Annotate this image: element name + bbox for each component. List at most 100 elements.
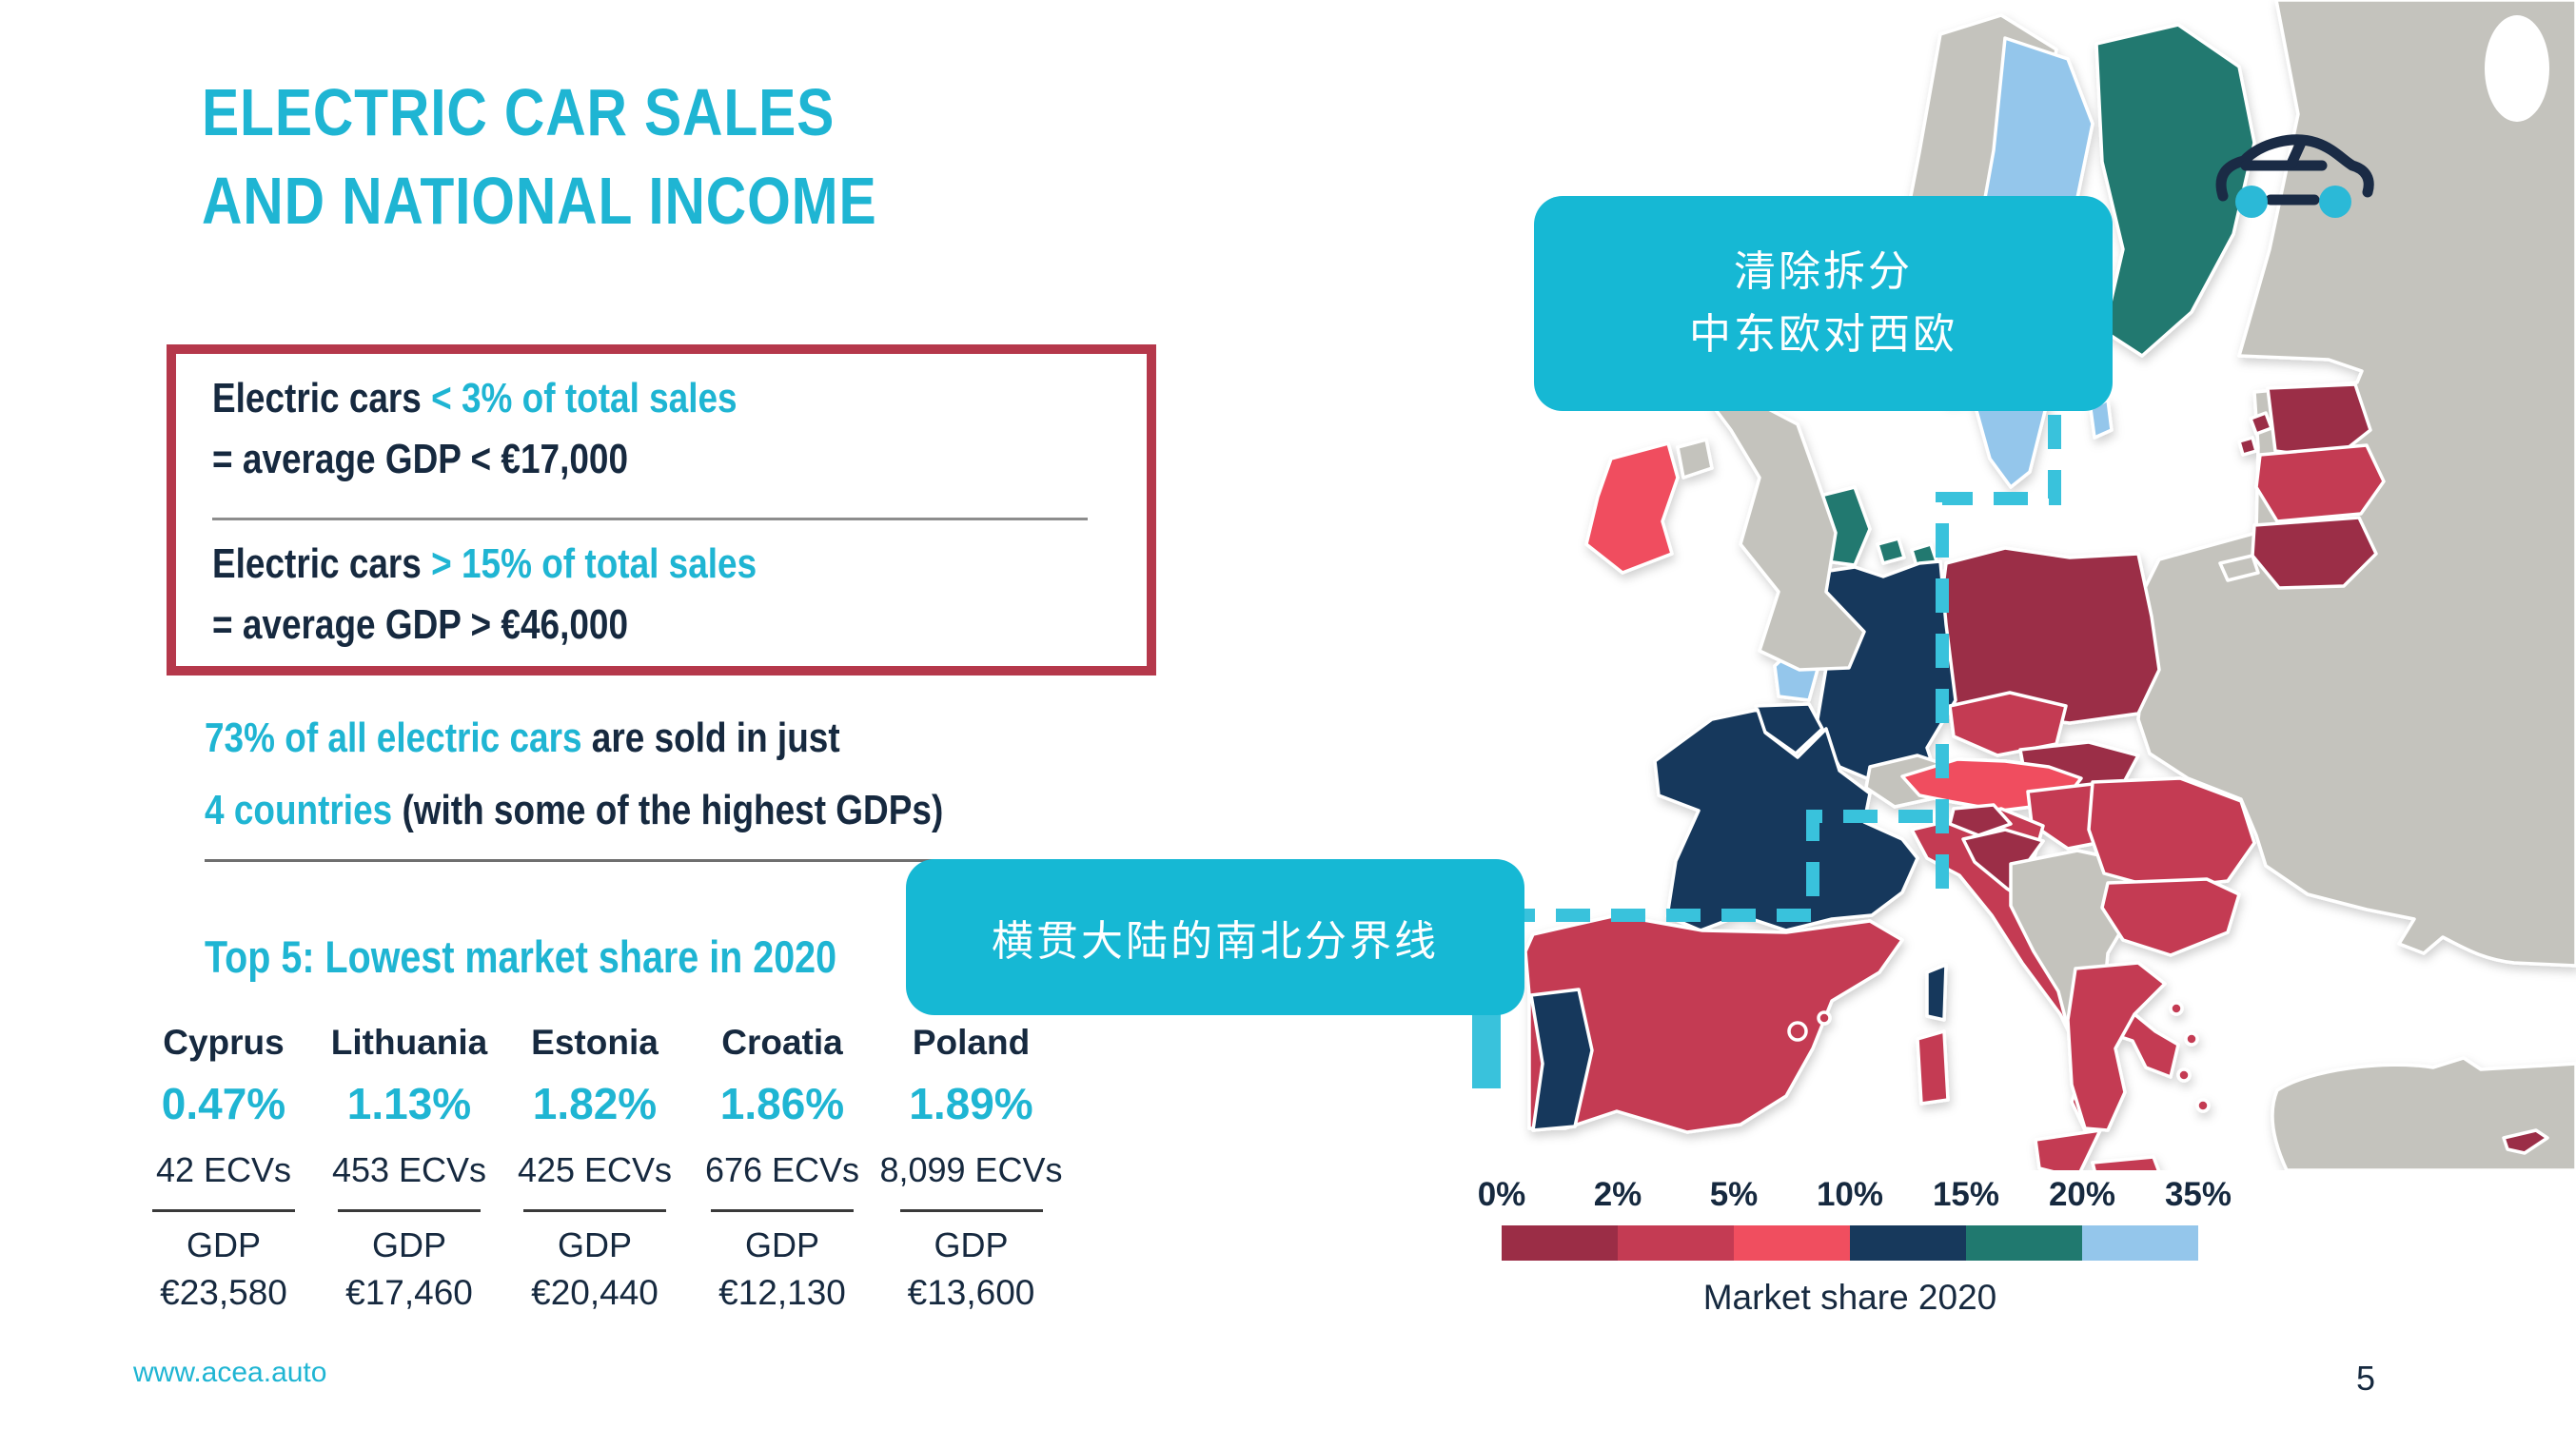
- gdp-value: €12,130: [718, 1273, 846, 1312]
- column-divider: [899, 1209, 1043, 1212]
- keyfact-rest-1: are sold in just: [581, 715, 840, 761]
- divider-east-west-dashed-line: [1936, 415, 2061, 902]
- legend-tick: 15%: [1932, 1176, 2000, 1213]
- greek-island: [2195, 1098, 2211, 1113]
- country-spain: [1524, 913, 1904, 1134]
- greek-island: [2176, 1067, 2192, 1083]
- country-estonia: [2266, 382, 2372, 460]
- gdp-value: €13,600: [907, 1273, 1035, 1312]
- gdp-label: GDP: [557, 1225, 632, 1264]
- ecv-count: 42 ECVs: [155, 1150, 292, 1189]
- country-latvia: [2254, 443, 2386, 523]
- footer-link[interactable]: www.acea.auto: [133, 1357, 327, 1388]
- key-fact: 73% of all electric cars are sold in jus…: [205, 702, 1109, 863]
- top5-heading: Top 5: Lowest market share in 2020: [205, 931, 837, 982]
- country-name: Poland: [912, 1023, 1031, 1062]
- market-share: 1.86%: [719, 1079, 845, 1128]
- rule-divider: [212, 518, 1088, 520]
- keyfact-rest-2: (with some of the highest GDPs): [392, 786, 944, 833]
- legend-segment-0-2: [1502, 1225, 1618, 1261]
- region-northern-ireland: [1676, 438, 1714, 480]
- page-number: 5: [2356, 1359, 2376, 1398]
- greek-island: [2169, 1001, 2184, 1016]
- gdp-rule-box: Electric cars < 3% of total sales = aver…: [167, 344, 1156, 676]
- country-bulgaria: [2100, 877, 2241, 957]
- rule2-dark: Electric cars: [212, 540, 432, 587]
- legend-tick: 0%: [1477, 1176, 1526, 1213]
- ecv-count: 425 ECVs: [517, 1150, 673, 1189]
- greek-island: [2184, 1031, 2199, 1047]
- country-poland: [1937, 546, 2161, 725]
- country-romania: [2087, 776, 2256, 891]
- column-divider: [338, 1209, 481, 1212]
- legend-segment-20-35: [2082, 1225, 2198, 1261]
- gdp-value: €17,460: [345, 1273, 473, 1312]
- island-sicily: [2034, 1128, 2102, 1170]
- rule2-text: Electric cars > 15% of total sales: [212, 540, 757, 588]
- country-name: Estonia: [531, 1023, 659, 1062]
- ecv-count: 453 ECVs: [331, 1150, 487, 1189]
- legend-color-bar: [1502, 1225, 2198, 1261]
- gdp-value: €20,440: [531, 1273, 659, 1312]
- country-czechia: [1948, 691, 2068, 757]
- keyfact-accent-2: 4 countries: [205, 786, 393, 833]
- column-divider: [152, 1209, 295, 1212]
- column-divider: [711, 1209, 854, 1212]
- legend-caption: Market share 2020: [1702, 1278, 1997, 1317]
- gdp-label: GDP: [371, 1225, 446, 1264]
- gdp-value: €23,580: [160, 1273, 287, 1312]
- table-col-poland: Poland 1.89% 8,099 ECVs GDP €13,600: [874, 1023, 1069, 1313]
- legend-segment-15-20: [1966, 1225, 2082, 1261]
- market-share: 0.47%: [161, 1079, 286, 1128]
- rule1-accent: < 3% of total sales: [431, 375, 737, 421]
- country-slovenia: [1948, 803, 2013, 837]
- island-mallorca: [1787, 1021, 1808, 1042]
- legend-tick-labels: 0% 2% 5% 10% 15% 20% 35%: [1478, 1176, 2232, 1218]
- ecv-count: 8,099 ECVs: [879, 1150, 1063, 1189]
- table-col-estonia: Estonia 1.82% 425 ECVs GDP €20,440: [504, 1023, 685, 1313]
- market-share: 1.13%: [346, 1079, 472, 1128]
- table-col-lithuania: Lithuania 1.13% 453 ECVs GDP €17,460: [319, 1023, 500, 1313]
- table-col-cyprus: Cyprus 0.47% 42 ECVs GDP €23,580: [133, 1023, 314, 1313]
- island-corsica: [1925, 963, 1948, 1022]
- table-col-croatia: Croatia 1.86% 676 ECVs GDP €12,130: [692, 1023, 873, 1313]
- island-menorca: [1817, 1010, 1832, 1026]
- country-name: Cyprus: [163, 1023, 285, 1062]
- market-share: 1.82%: [532, 1079, 658, 1128]
- rule2-gdp: = average GDP > €46,000: [212, 601, 629, 648]
- rule1-text: Electric cars < 3% of total sales: [212, 375, 737, 422]
- title-line-1: ELECTRIC CAR SALES: [202, 75, 836, 149]
- country-ireland: [1584, 441, 1680, 575]
- column-divider: [523, 1209, 666, 1212]
- country-finland: [2094, 23, 2256, 358]
- legend-segment-5-10: [1734, 1225, 1850, 1261]
- rule2-accent: > 15% of total sales: [431, 540, 757, 587]
- region-kaliningrad: [2218, 554, 2260, 582]
- country-france: [1653, 708, 1919, 932]
- country-name: Lithuania: [330, 1023, 488, 1062]
- legend-tick: 2%: [1593, 1176, 1642, 1213]
- country-name: Croatia: [721, 1023, 843, 1062]
- island-sardinia: [1916, 1029, 1950, 1106]
- market-share: 1.89%: [909, 1079, 1033, 1128]
- gdp-label: GDP: [934, 1225, 1009, 1264]
- estonia-islands: [2237, 411, 2273, 457]
- page-title: ELECTRIC CAR SALES AND NATIONAL INCOME: [202, 69, 1006, 245]
- callout-cee-vs-western-europe: 清除拆分 中东欧对西欧: [1534, 196, 2113, 411]
- legend-tick: 5%: [1709, 1176, 1759, 1213]
- europe-choropleth-map: [1472, 0, 2576, 1170]
- callout-north-south-divide: 横贯大陆的南北分界线: [906, 859, 1524, 1015]
- gdp-label: GDP: [186, 1225, 261, 1264]
- callout1-line2: 中东欧对西欧: [1689, 310, 1957, 359]
- island-crete: [2091, 1155, 2161, 1170]
- electric-car-icon: [2215, 134, 2374, 218]
- white-sea: [2485, 15, 2549, 122]
- legend-tick: 35%: [2164, 1176, 2232, 1213]
- key-fact-divider: [205, 859, 1109, 863]
- map-legend: 0% 2% 5% 10% 15% 20% 35% Market share 20…: [1478, 1176, 2232, 1318]
- country-cyprus: [2502, 1128, 2549, 1155]
- country-portugal: [1529, 988, 1594, 1132]
- callout2-text: 横贯大陆的南北分界线: [992, 917, 1439, 966]
- keyfact-accent-1: 73% of all electric cars: [205, 715, 582, 761]
